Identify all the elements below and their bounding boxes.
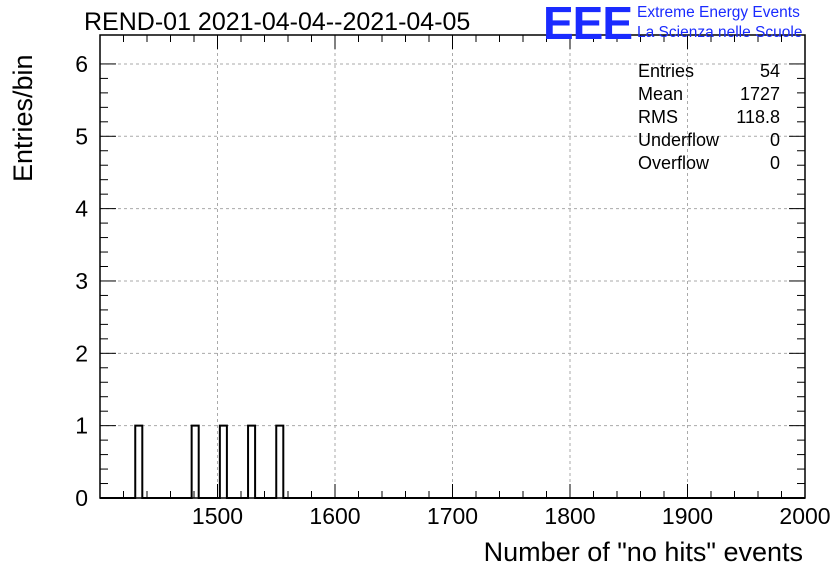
x-tick-label: 2000 — [779, 503, 830, 529]
histogram-bin — [276, 426, 283, 498]
histogram-bin — [349, 426, 356, 498]
histogram-outline — [100, 424, 805, 499]
logo-line-2: La Scienza nelle Scuole — [637, 24, 803, 41]
histogram-bin — [497, 426, 504, 498]
stat-label: Mean — [638, 84, 684, 104]
histogram-bin — [779, 426, 786, 498]
stat-value: 54 — [759, 61, 780, 81]
x-tick-label: 1600 — [309, 503, 360, 529]
stat-value: 0 — [769, 153, 780, 173]
logo-line-1: Extreme Energy Events — [637, 4, 800, 21]
histogram-bin — [220, 426, 227, 498]
chart-title: REND-01 2021-04-04--2021-04-05 — [84, 8, 471, 36]
x-tick-label: 1500 — [192, 503, 243, 529]
stat-label: Underflow — [638, 130, 720, 150]
histogram-bin — [568, 426, 575, 498]
histogram-bin — [342, 426, 349, 498]
y-tick-label: 5 — [75, 123, 88, 149]
y-axis-label: Entries/bin — [8, 54, 38, 182]
histogram-bin — [384, 426, 391, 498]
histogram-bin — [659, 426, 666, 498]
stat-label: RMS — [638, 107, 678, 127]
histogram-bin — [624, 426, 631, 498]
histogram-bin — [525, 426, 532, 498]
stat-value: 0 — [769, 130, 780, 150]
histogram-bin — [596, 426, 603, 498]
x-tick-label: 1800 — [544, 503, 595, 529]
stats-box: Entries 54 Mean 1727 RMS 118.8 Underflow 0 O… — [638, 60, 780, 175]
stat-label: Entries — [638, 61, 695, 81]
y-tick-label: 6 — [75, 51, 88, 77]
stat-label: Overflow — [638, 153, 710, 173]
y-tick-label: 1 — [75, 413, 88, 439]
y-tick-label: 3 — [75, 268, 88, 294]
stat-row-entries: Entries 54 — [638, 60, 780, 83]
y-tick-label: 2 — [75, 340, 88, 366]
x-tick-label: 1900 — [662, 503, 713, 529]
stat-row-mean: Mean 1727 — [638, 83, 780, 106]
stat-row-underflow: Underflow 0 — [638, 129, 780, 152]
stat-row-rms: RMS 118.8 — [638, 106, 780, 129]
stat-row-overflow: Overflow 0 — [638, 152, 780, 175]
histogram-bin — [427, 281, 434, 498]
histogram-bin — [688, 426, 695, 498]
x-axis-label: Number of "no hits" events — [483, 537, 803, 567]
histogram-bin — [192, 426, 199, 498]
stat-value: 1727 — [739, 84, 780, 104]
stat-value: 118.8 — [736, 107, 780, 127]
histogram-bin — [135, 426, 142, 498]
histogram-bin — [434, 426, 441, 498]
histogram-bin — [462, 426, 469, 498]
logo-caption: Extreme Energy Events La Scienza nelle S… — [637, 3, 802, 43]
y-tick-label: 0 — [75, 485, 88, 511]
x-tick-label: 1700 — [427, 503, 478, 529]
histogram-bin — [398, 426, 405, 498]
histogram-bin — [709, 426, 716, 498]
histogram-bin — [490, 426, 497, 498]
y-tick-label: 4 — [75, 196, 88, 222]
histogram-bin — [248, 426, 255, 498]
histogram-bin — [469, 426, 476, 498]
histogram-bin — [455, 426, 462, 498]
eee-logo: EEE — [543, 0, 633, 49]
